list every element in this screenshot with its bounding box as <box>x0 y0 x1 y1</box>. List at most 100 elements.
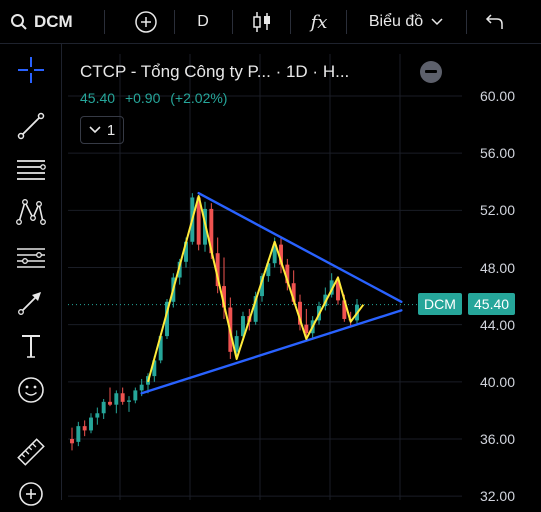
crosshair-icon <box>18 57 44 83</box>
hide-legend-button[interactable] <box>420 61 442 83</box>
price-chart[interactable] <box>0 0 541 500</box>
candle-body <box>253 296 258 322</box>
undo-icon <box>485 14 503 29</box>
candle-body <box>152 360 157 377</box>
candle-body <box>266 263 271 277</box>
legend-title[interactable]: CTCP - Tổng Công ty P... · 1D · H... <box>80 62 350 81</box>
candle-body <box>209 208 214 254</box>
candle-body <box>165 301 169 337</box>
candle-body <box>184 241 188 262</box>
price-axis-label: 44.00 <box>479 317 515 333</box>
price-axis-label: 48.00 <box>479 260 515 276</box>
interval-button[interactable]: D <box>197 13 209 30</box>
separator <box>232 10 233 34</box>
candle-body <box>272 244 277 264</box>
symbol-search[interactable]: DCM <box>10 10 73 34</box>
measure-tool[interactable] <box>13 434 49 470</box>
candle-body <box>342 300 347 319</box>
candle-body <box>336 280 340 301</box>
symbol-label: DCM <box>34 12 73 31</box>
separator <box>466 10 467 34</box>
price-axis-label: 52.00 <box>479 202 515 218</box>
candle-body <box>241 316 245 337</box>
indicators-button[interactable]: fx <box>306 8 332 36</box>
legend-price: 45.40 +0.90 (+2.02%) <box>80 90 233 106</box>
function-icon: fx <box>310 11 328 33</box>
text-tool[interactable] <box>13 328 49 364</box>
candle-body <box>95 413 100 418</box>
text-icon <box>22 335 40 358</box>
candle-body <box>108 401 112 405</box>
candle-body <box>215 253 220 287</box>
price-axis-label: 32.00 <box>479 488 515 504</box>
plus-circle-icon <box>135 11 157 33</box>
candle-body <box>133 390 138 401</box>
candle-body <box>89 417 93 431</box>
prediction-tool[interactable] <box>13 240 49 276</box>
candle-body <box>101 401 106 414</box>
symbol-price-tag: DCM <box>418 293 462 315</box>
fib-tool[interactable] <box>13 152 49 188</box>
candle-body <box>234 336 239 352</box>
trendline-tool[interactable] <box>13 108 49 144</box>
price-axis-label: 56.00 <box>479 145 515 161</box>
candle-body <box>298 301 302 325</box>
zigzag-pattern <box>147 195 365 383</box>
separator <box>104 10 105 34</box>
candle-body <box>127 400 131 402</box>
candles-icon <box>253 12 270 32</box>
top-toolbar: DCM D fx Biểu đồ <box>0 0 541 44</box>
chevron-down-icon <box>89 126 101 134</box>
indicator-count: 1 <box>106 121 116 139</box>
chart-grid <box>68 54 462 500</box>
candle-body <box>139 384 144 391</box>
price-axis-label: 40.00 <box>479 374 515 390</box>
pattern-icon <box>16 199 46 225</box>
separator <box>174 10 175 34</box>
crosshair-tool[interactable] <box>13 52 49 88</box>
candle-body <box>82 426 87 431</box>
chart-type-dropdown[interactable]: Biểu đồ <box>362 8 450 36</box>
candle-body <box>222 286 226 308</box>
last-price: 45.40 <box>80 90 116 106</box>
separator <box>346 10 347 34</box>
fib-icon <box>17 160 46 180</box>
separator <box>290 10 291 34</box>
trendline-icon <box>17 112 45 140</box>
price-change: +0.90 <box>124 90 161 106</box>
ruler-icon <box>17 438 45 466</box>
candle-body <box>285 264 290 284</box>
prediction-icon <box>17 248 45 268</box>
emoji-icon <box>18 377 44 403</box>
arrow-icon <box>18 292 41 315</box>
triangle-trendline <box>140 309 403 395</box>
last-price-tag: 45.40 <box>468 293 516 315</box>
candle-body <box>196 197 201 245</box>
chevron-down-icon <box>431 18 443 26</box>
candle-body <box>76 426 81 442</box>
chart-style-button[interactable] <box>248 8 276 36</box>
compare-button[interactable] <box>132 8 160 36</box>
candle-body <box>70 439 74 444</box>
undo-button[interactable] <box>482 8 508 36</box>
candle-body <box>304 324 309 334</box>
price-change-pct: (+2.02%) <box>170 90 228 106</box>
price-axis-label: 36.00 <box>479 431 515 447</box>
candle-body <box>120 393 125 402</box>
indicators-toggle-button[interactable]: 1 <box>80 116 124 144</box>
drawings[interactable] <box>140 191 403 395</box>
candle-body <box>158 336 163 361</box>
candle-body <box>114 393 119 405</box>
candle-body <box>329 280 334 295</box>
triangle-trendline <box>197 191 403 303</box>
candle-body <box>291 283 296 302</box>
drawing-toolbar <box>0 44 62 506</box>
pattern-tool[interactable] <box>13 194 49 230</box>
arrow-tool[interactable] <box>13 284 49 320</box>
chart-type-label: Biểu đồ <box>368 13 424 30</box>
candle-body <box>279 244 283 265</box>
price-axis-label: 60.00 <box>479 88 515 104</box>
minus-icon <box>425 70 437 73</box>
search-icon <box>11 14 27 30</box>
emoji-tool[interactable] <box>13 372 49 408</box>
